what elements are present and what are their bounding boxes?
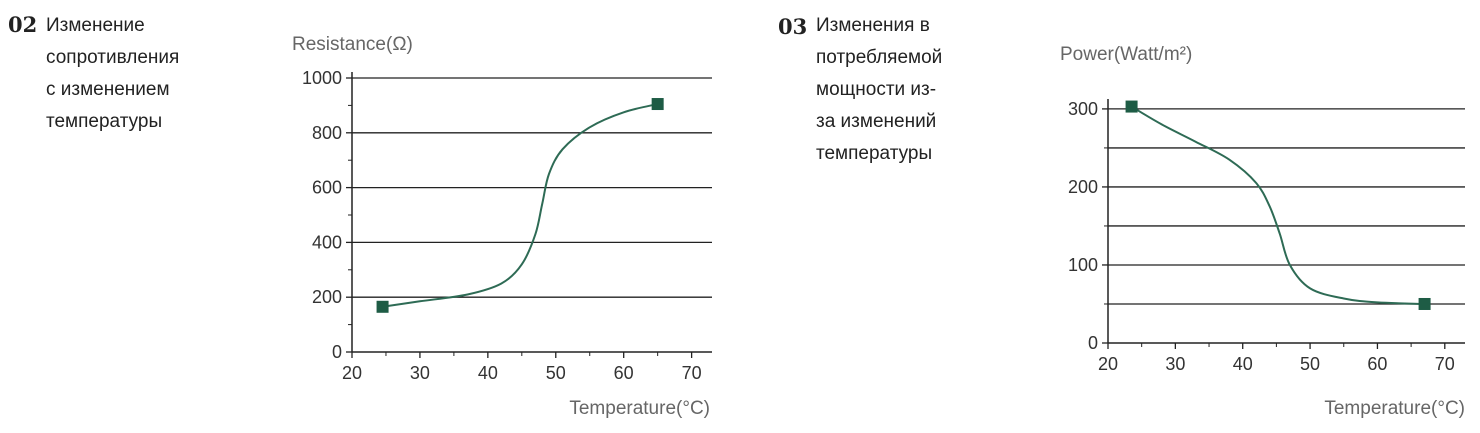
x-axis-title: Temperature(°C)	[1324, 398, 1465, 419]
block-03-description: Изменения в потребляемой мощности из- за…	[816, 10, 942, 170]
x-tick-label: 70	[1435, 354, 1455, 374]
block-02-line-1: Изменение	[46, 15, 145, 36]
x-tick-label: 40	[478, 363, 498, 383]
x-tick-label: 20	[342, 363, 362, 383]
x-tick-label: 50	[546, 363, 566, 383]
end-marker	[1418, 297, 1431, 310]
y-tick-label: 600	[312, 178, 342, 198]
y-tick-label: 1000	[302, 68, 342, 88]
y-tick-label: 800	[312, 123, 342, 143]
block-03-line-4: за изменений	[816, 111, 937, 132]
block-03-number: 03	[778, 14, 808, 39]
block-02-line-3: с изменением	[46, 79, 170, 100]
y-tick-label: 200	[312, 287, 342, 307]
end-marker	[651, 98, 664, 111]
power-chart: 0 100 200 300 20 30 40 50 60 70 Power(Watt/m²) Temp…	[1060, 44, 1465, 419]
series-line	[382, 103, 658, 308]
x-axis-title: Temperature(°C)	[569, 398, 710, 419]
block-03-line-3: мощности из-	[816, 79, 937, 100]
block-02-description: Изменение сопротивления с изменением тем…	[46, 10, 179, 138]
resistance-chart: 0 200 400 600 800 1000 20 30 40 50 60 70 Resistance(…	[292, 34, 712, 419]
x-tick-label: 50	[1300, 354, 1320, 374]
block-03-line-5: температуры	[816, 143, 933, 164]
block-03-line-2: потребляемой	[816, 47, 943, 68]
x-tick-label: 40	[1233, 354, 1253, 374]
x-tick-label: 30	[410, 363, 430, 383]
y-tick-label: 0	[1088, 333, 1098, 353]
x-tick-label: 20	[1098, 354, 1118, 374]
y-axis-title: Power(Watt/m²)	[1060, 44, 1192, 65]
block-02-line-4: температуры	[46, 111, 163, 132]
start-marker	[376, 300, 389, 313]
x-tick-label: 60	[1367, 354, 1387, 374]
x-tick-label: 30	[1165, 354, 1185, 374]
block-03-line-1: Изменения в	[816, 15, 930, 36]
x-tick-label: 70	[682, 363, 702, 383]
series-line	[1131, 105, 1425, 305]
x-tick-label: 60	[614, 363, 634, 383]
y-tick-label: 0	[332, 342, 342, 362]
block-02-number: 02	[8, 12, 38, 37]
y-tick-label: 300	[1068, 99, 1098, 119]
y-tick-label: 100	[1068, 255, 1098, 275]
y-axis-title: Resistance(Ω)	[292, 34, 413, 55]
block-02-line-2: сопротивления	[46, 47, 180, 68]
start-marker	[1125, 100, 1138, 113]
y-tick-label: 200	[1068, 177, 1098, 197]
y-tick-label: 400	[312, 232, 342, 252]
